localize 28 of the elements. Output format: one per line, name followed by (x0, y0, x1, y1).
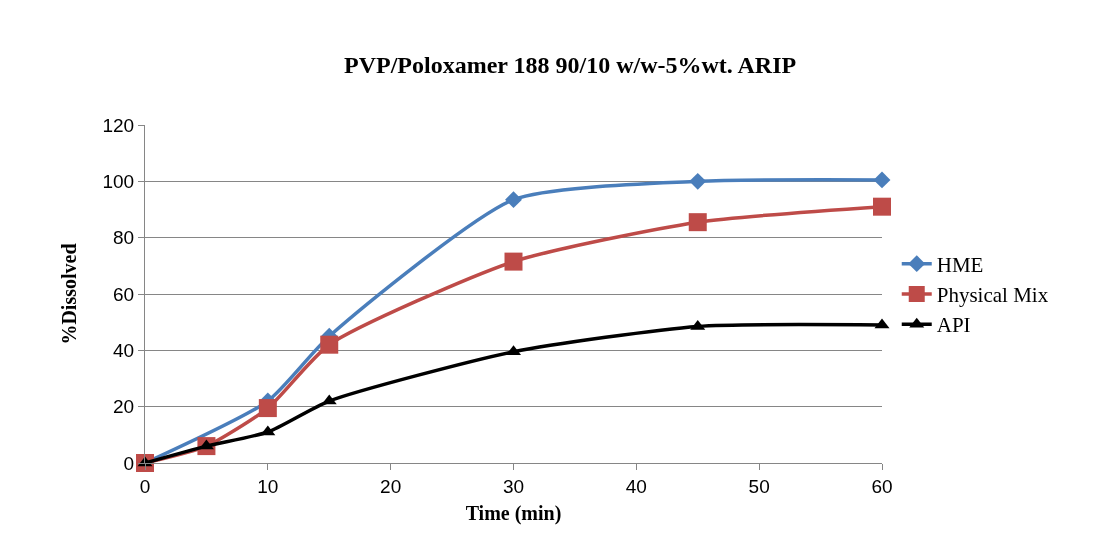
x-tick-label: 0 (139, 475, 151, 497)
x-tick-label: 10 (257, 475, 279, 497)
y-tick-label: 20 (113, 396, 135, 418)
x-tick-label: 30 (502, 475, 525, 497)
legend-label: Physical Mix (936, 283, 1049, 308)
y-tick-label: 100 (102, 170, 135, 192)
legend-label: API (936, 313, 971, 338)
x-axis-title: Time (min) (465, 502, 562, 526)
legend-label: HME (936, 252, 984, 277)
x-tick-label: 60 (871, 475, 893, 497)
x-tick-label: 50 (748, 475, 770, 497)
point (505, 191, 522, 209)
y-tick-label: 40 (113, 339, 135, 361)
point (873, 171, 891, 189)
x-tick-label: 40 (625, 475, 647, 497)
x-tick-label: 20 (380, 475, 402, 497)
y-tick-label: 0 (123, 452, 135, 474)
y-tick-label: 60 (113, 283, 135, 305)
point (258, 399, 277, 418)
y-tick-label: 120 (102, 114, 135, 136)
chart-title: PVP/Poloxamer 188 90/10 w/w-5%wt. ARIP (344, 51, 797, 78)
point (320, 335, 339, 354)
point (688, 213, 707, 232)
y-axis-title: %Dissolved (58, 243, 80, 345)
y-tick-label: 80 (113, 227, 135, 249)
point (504, 252, 523, 271)
point (689, 172, 707, 190)
point (873, 197, 891, 216)
